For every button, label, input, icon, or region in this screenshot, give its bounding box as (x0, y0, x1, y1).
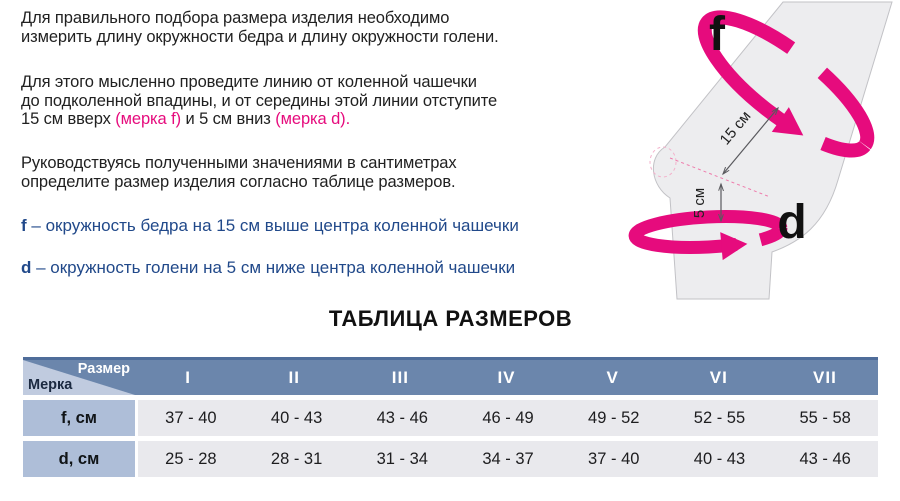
row-data-f: 37 - 40 40 - 43 43 - 46 46 - 49 49 - 52 … (138, 400, 878, 436)
table-cell: 43 - 46 (376, 408, 428, 427)
text-segment: 15 см вверх (21, 110, 116, 128)
column-header-5: V (606, 367, 619, 387)
corner-label-size: Размер (77, 361, 130, 377)
merka-f-highlight: (мерка f) (115, 110, 181, 128)
row-data-d: 25 - 28 28 - 31 31 - 34 34 - 37 37 - 40 … (138, 441, 878, 477)
table-row-f: f, см 37 - 40 40 - 43 43 - 46 46 - 49 49… (23, 400, 878, 436)
f-definition-text: – окружность бедра на 15 см выше центра … (26, 216, 519, 235)
row-label-f: f, см (23, 400, 135, 436)
table-cell: 31 - 34 (376, 449, 428, 468)
paragraph-line: определите размер изделия согласно табли… (21, 172, 456, 191)
column-header-7: VII (813, 367, 837, 387)
intro-paragraph-3: Руководствуясь полученными значениями в … (21, 154, 457, 191)
table-cell: 46 - 49 (482, 408, 534, 427)
d-definition: d – окружность голени на 5 см ниже центр… (21, 258, 515, 278)
table-cell: 52 - 55 (693, 408, 746, 427)
d-definition-text: – окружность голени на 5 см ниже центра … (31, 258, 516, 277)
column-header-3: III (391, 367, 409, 387)
dim-label-5cm: 5 см (691, 188, 708, 218)
intro-paragraph-2: Для этого мысленно проведите линию от ко… (21, 73, 497, 129)
f-letter: f (21, 216, 27, 235)
paragraph-line: измерить длину окружности бедра и длину … (21, 27, 499, 46)
intro-paragraph-1: Для правильного подбора размера изделия … (21, 9, 499, 46)
d-measure-label: d (777, 196, 806, 249)
f-definition: f – окружность бедра на 15 см выше центр… (21, 216, 519, 236)
column-header-6: VI (709, 367, 728, 387)
table-cell: 40 - 43 (693, 449, 746, 468)
table-cell: 55 - 58 (799, 408, 851, 427)
knee-measurement-diagram: 15 см 5 см f d (628, 1, 893, 300)
size-table-corner-cell: Размер Мерка (23, 360, 135, 395)
merka-d-highlight: (мерка d). (275, 110, 351, 128)
table-cell: 37 - 40 (588, 449, 640, 468)
paragraph-line: до подколенной впадины, и от середины эт… (21, 91, 498, 110)
column-header-1: I (185, 367, 191, 387)
paragraph-line: Для этого мысленно проведите линию от ко… (21, 73, 477, 91)
table-cell: 28 - 31 (270, 449, 323, 468)
row-label-d: d, см (23, 441, 135, 477)
kneecap-dashed-outline (649, 146, 677, 178)
size-table: Размер Мерка I II III IV V VI VII f, см … (23, 357, 878, 477)
table-cell: 49 - 52 (588, 408, 640, 427)
size-table-header-row: Размер Мерка I II III IV V VI VII (23, 357, 878, 395)
column-header-2: II (288, 367, 300, 387)
table-row-d: d, см 25 - 28 28 - 31 31 - 34 34 - 37 37… (23, 441, 878, 477)
paragraph-line: Для правильного подбора размера изделия … (21, 9, 450, 27)
dim-arrow-15cm (723, 108, 778, 174)
f-measure-label: f (709, 8, 726, 61)
corner-label-measure: Мерка (28, 377, 73, 393)
table-cell: 34 - 37 (482, 449, 534, 468)
paragraph-line: Руководствуясь полученными значениями в … (21, 154, 457, 172)
table-cell: 37 - 40 (165, 408, 217, 427)
column-header-4: IV (497, 367, 516, 387)
table-cell: 43 - 46 (799, 449, 851, 468)
table-cell: 40 - 43 (270, 408, 323, 427)
d-letter: d (21, 258, 32, 277)
table-cell: 25 - 28 (165, 449, 217, 468)
size-table-title: ТАБЛИЦА РАЗМЕРОВ (328, 306, 573, 331)
text-segment: и 5 см вниз (180, 110, 276, 128)
paragraph-line: 15 см вверх (мерка f) и 5 см вниз (мерка… (21, 110, 497, 129)
